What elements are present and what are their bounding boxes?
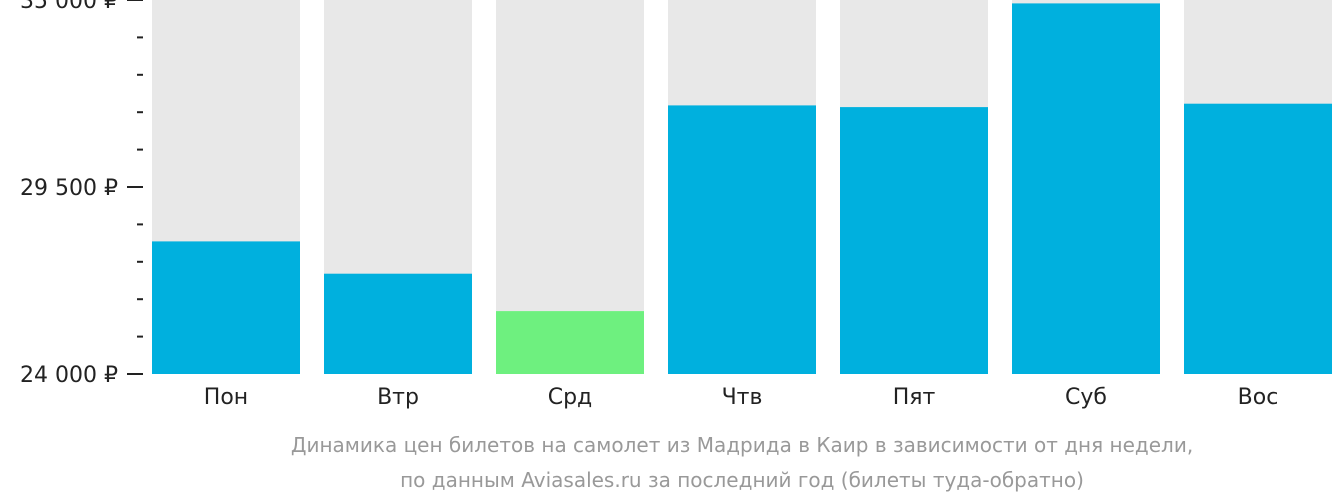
bar-5 (840, 107, 988, 374)
bar-3 (496, 311, 644, 374)
x-tick-label-6: Суб (1065, 385, 1107, 410)
x-tick-label-1: Пон (204, 385, 248, 410)
x-axis: Пон Втр Срд Чтв Пят Суб Вос (204, 385, 1279, 410)
bar-4 (668, 105, 816, 375)
x-tick-label-2: Втр (377, 385, 419, 410)
x-tick-label-5: Пят (893, 385, 936, 410)
y-axis: 35 000 ₽ 29 500 ₽ 24 000 ₽ (20, 0, 143, 388)
bar-1 (152, 241, 300, 374)
x-tick-label-4: Чтв (722, 385, 763, 410)
y-tick-label-3: 24 000 ₽ (20, 363, 118, 388)
y-tick-label-2: 29 500 ₽ (20, 176, 118, 201)
x-tick-label-3: Срд (548, 385, 593, 410)
bar-columns (152, 0, 1332, 375)
caption-line-2: по данным Aviasales.ru за последний год … (400, 468, 1084, 492)
caption-line-1: Динамика цен билетов на самолет из Мадри… (291, 433, 1193, 457)
x-tick-label-7: Вос (1238, 385, 1279, 410)
y-tick-label-1: 35 000 ₽ (20, 0, 118, 14)
chart-caption: Динамика цен билетов на самолет из Мадри… (291, 433, 1193, 492)
bar-2 (324, 273, 472, 374)
bar-7 (1184, 103, 1332, 374)
bar-6 (1012, 3, 1160, 375)
